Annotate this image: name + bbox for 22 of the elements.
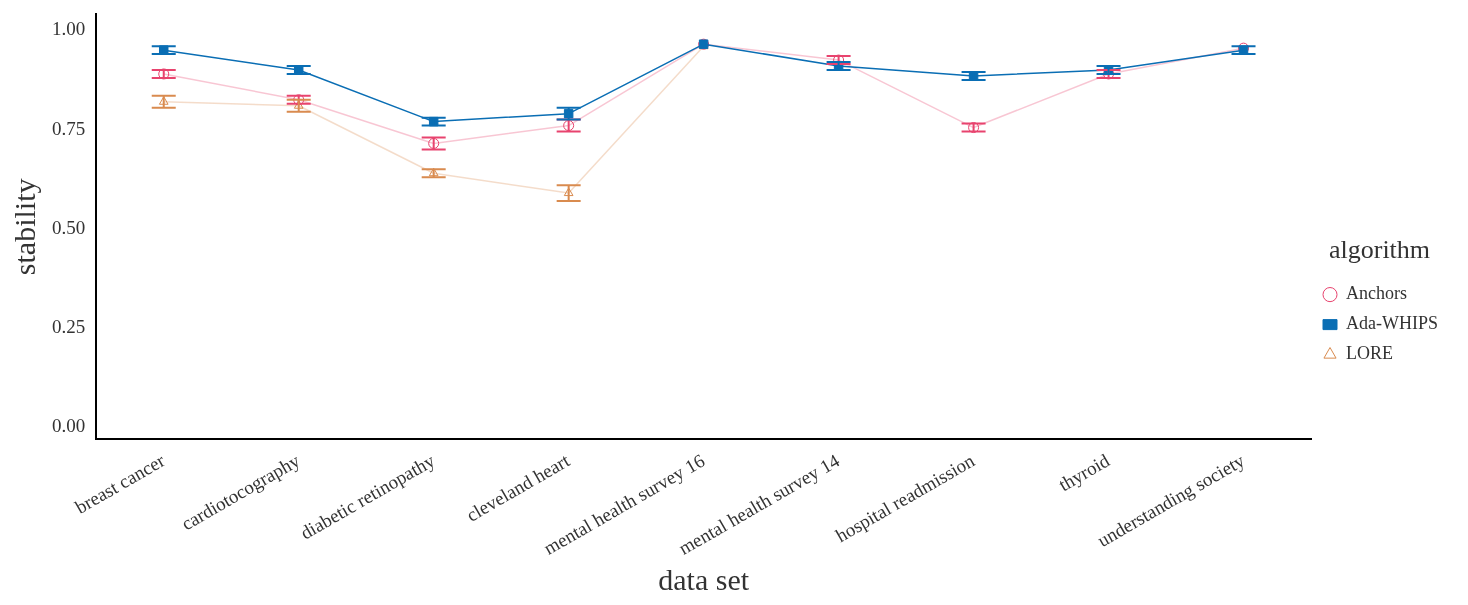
- point: [563, 108, 574, 119]
- point: [563, 120, 575, 132]
- legend-label: Ada-WHIPS: [1346, 313, 1439, 334]
- point: [428, 137, 440, 149]
- point: [293, 100, 304, 109]
- y-tick-label: 0.00: [52, 415, 86, 437]
- point: [293, 94, 305, 106]
- x-tick-label: breast cancer: [71, 449, 169, 518]
- legend-label: LORE: [1346, 343, 1394, 364]
- point: [563, 187, 574, 197]
- point: [428, 167, 439, 177]
- x-axis-title: data set: [658, 562, 750, 596]
- legend-title: algorithm: [1328, 235, 1431, 265]
- y-tick-label: 0.25: [52, 316, 86, 338]
- legend-label: Anchors: [1346, 283, 1408, 304]
- point: [158, 68, 170, 80]
- y-tick-label: 1.00: [52, 18, 86, 40]
- point: [158, 96, 169, 105]
- y-axis-title: stability: [7, 178, 41, 276]
- y-tick-label: 0.75: [52, 117, 86, 139]
- y-tick-label: 0.50: [52, 216, 86, 238]
- point: [968, 122, 980, 134]
